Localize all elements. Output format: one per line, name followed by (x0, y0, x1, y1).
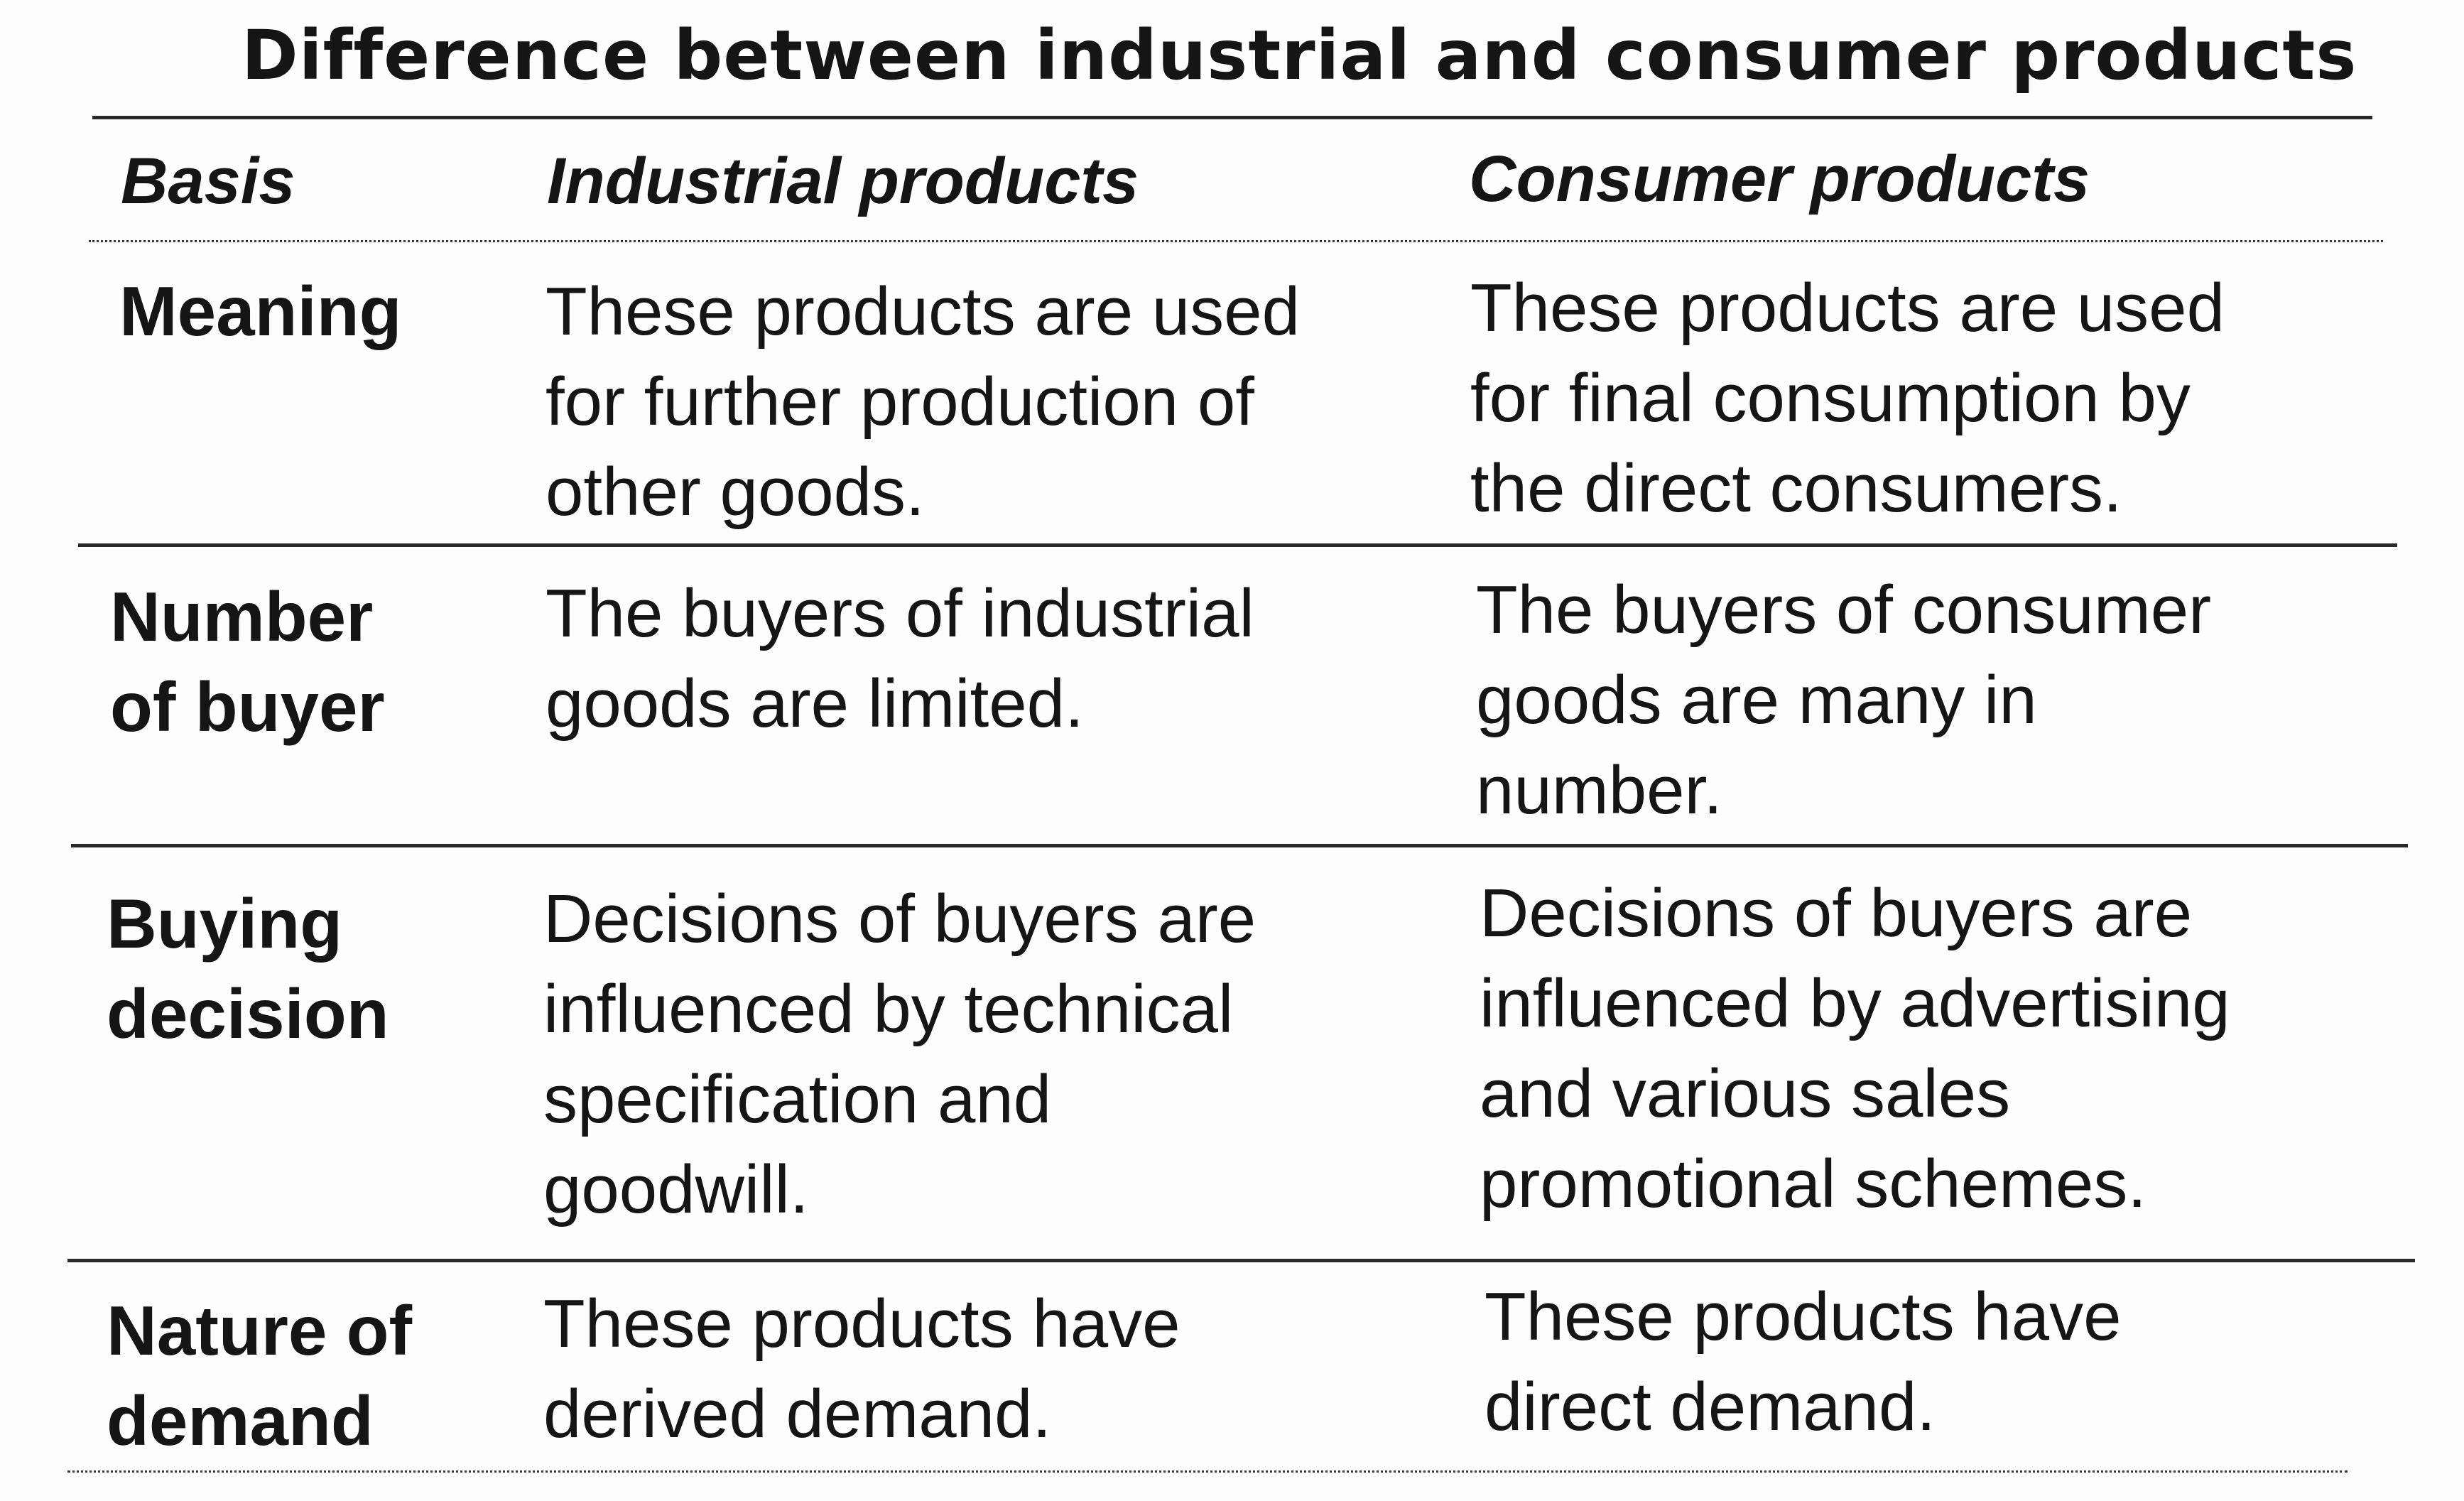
header-basis: Basis (121, 145, 295, 217)
row-divider-1 (78, 543, 2397, 547)
header-industrial-products: Industrial products (547, 145, 1139, 217)
row-divider-2 (71, 844, 2408, 847)
row-consumer-meaning: These products are used for final consum… (1470, 270, 2225, 526)
top-rule (92, 116, 2372, 119)
row-consumer-nature-of-demand: These products have direct demand. (1485, 1279, 2122, 1445)
row-industrial-number-of-buyer: The buyers of industrial goods are limit… (546, 575, 1254, 742)
row-industrial-meaning: These products are used for further prod… (546, 273, 1300, 530)
row-divider-3 (67, 1259, 2415, 1262)
row-industrial-buying-decision: Decisions of buyers are influenced by te… (543, 881, 1257, 1228)
header-consumer-products: Consumer products (1469, 143, 2090, 215)
row-consumer-number-of-buyer: The buyers of consumer goods are many in… (1476, 572, 2212, 828)
row-basis-number-of-buyer: Number of buyer (110, 578, 385, 746)
header-divider (89, 240, 2383, 242)
row-basis-nature-of-demand: Nature of demand (107, 1291, 413, 1460)
row-basis-meaning: Meaning (119, 272, 402, 350)
row-industrial-nature-of-demand: These products have derived demand. (543, 1286, 1181, 1452)
table-title: Difference between industrial and consum… (241, 16, 2357, 95)
row-basis-buying-decision: Buying decision (107, 884, 389, 1053)
row-consumer-buying-decision: Decisions of buyers are influenced by ad… (1480, 875, 2230, 1222)
bottom-rule (67, 1470, 2348, 1473)
